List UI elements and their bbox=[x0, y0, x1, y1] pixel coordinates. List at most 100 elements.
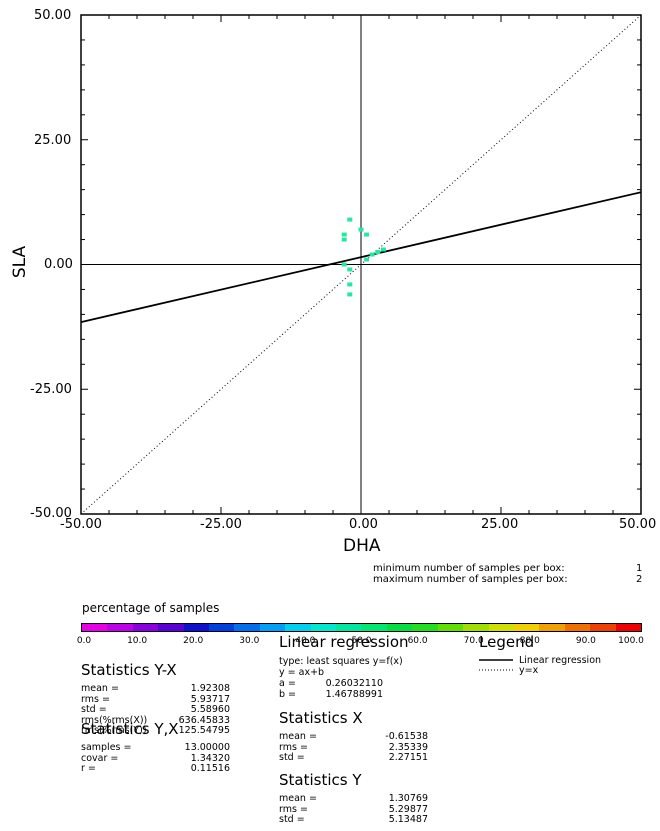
stats-value: 1.34320 bbox=[190, 752, 230, 764]
data-point bbox=[358, 227, 364, 232]
colorbar-segment bbox=[158, 624, 184, 631]
stats-key: mean = bbox=[279, 793, 317, 804]
stats-row: b = 1.46788991 bbox=[279, 689, 383, 700]
stats-row: mean = 1.92308 bbox=[81, 683, 230, 694]
x-tick-label: 25.00 bbox=[481, 517, 519, 532]
max-samples-label: maximum number of samples per box: bbox=[373, 574, 568, 585]
colorbar-segment bbox=[234, 624, 260, 631]
stats-row: rms = 5.29877 bbox=[279, 804, 428, 815]
stats-key: samples = bbox=[81, 742, 132, 753]
stats-row: std = 2.27151 bbox=[279, 752, 428, 763]
regression-line bbox=[80, 191, 642, 324]
colorbar-segment bbox=[361, 624, 387, 631]
x-axis-title: DHA bbox=[343, 536, 381, 556]
colorbar-segment bbox=[209, 624, 235, 631]
colorbar-segment bbox=[285, 624, 311, 631]
stats-key: mean = bbox=[81, 683, 119, 694]
stats-row: mean = -0.61538 bbox=[279, 731, 428, 742]
stats-key: covar = bbox=[81, 752, 119, 764]
stats-x-title: Statistics X bbox=[279, 709, 363, 727]
min-samples-label: minimum number of samples per box: bbox=[373, 563, 565, 574]
colorbar-segment bbox=[615, 624, 641, 631]
linreg-type: type: least squares y=f(x) bbox=[279, 656, 403, 667]
colorbar-tick-label: 20.0 bbox=[183, 636, 204, 646]
data-point bbox=[347, 217, 353, 222]
legend-item-identity: y=x bbox=[519, 665, 539, 676]
y-tick-label: 25.00 bbox=[34, 133, 72, 148]
colorbar-segment bbox=[437, 624, 464, 631]
legend-item-regression: Linear regression bbox=[519, 655, 602, 666]
stats-key: rms = bbox=[279, 803, 308, 815]
data-point bbox=[347, 292, 353, 297]
stats-row: rms = 5.93717 bbox=[81, 694, 230, 705]
stats-row: r = 0.11516 bbox=[81, 763, 230, 774]
colorbar-tick-label: 60.0 bbox=[407, 636, 428, 646]
stats-value: 5.29877 bbox=[388, 803, 428, 815]
legend-swatches bbox=[479, 659, 513, 671]
stats-key: rms = bbox=[279, 741, 308, 753]
colorbar-segment bbox=[564, 624, 591, 631]
stats-value: 1.30769 bbox=[388, 793, 428, 804]
colorbar-segment bbox=[488, 624, 514, 631]
y-axis-title: SLA bbox=[10, 245, 31, 279]
stats-value: 1.92308 bbox=[190, 683, 230, 694]
data-point bbox=[341, 232, 347, 237]
stats-row: samples = 13.00000 bbox=[81, 742, 230, 753]
colorbar-tick-label: 0.0 bbox=[76, 636, 92, 646]
colorbar-tick-label: 10.0 bbox=[127, 636, 148, 646]
scatter-plot bbox=[80, 14, 642, 515]
stats-value: 0.26032110 bbox=[325, 678, 383, 689]
colorbar-tick-label: 100.0 bbox=[618, 636, 644, 646]
x-tick-label: 50.00 bbox=[619, 517, 657, 532]
colorbar-title: percentage of samples bbox=[82, 601, 220, 615]
stats-key: r = bbox=[81, 763, 96, 774]
data-point bbox=[369, 252, 375, 257]
linreg-title: Linear regression bbox=[279, 633, 409, 651]
stats-value: 5.93717 bbox=[190, 693, 230, 705]
y-tick-label: 0.00 bbox=[44, 257, 73, 272]
colorbar-segment bbox=[386, 624, 413, 631]
y-tick-label: 50.00 bbox=[34, 8, 72, 23]
stats-row: rms = 2.35339 bbox=[279, 742, 428, 753]
colorbar-segment bbox=[82, 624, 108, 631]
colorbar-segment bbox=[412, 624, 438, 631]
stats-row: mean = 1.30769 bbox=[279, 793, 428, 804]
colorbar-segment bbox=[539, 624, 565, 631]
data-point bbox=[364, 257, 370, 262]
stats-key: std = bbox=[279, 752, 305, 763]
stats-key: std = bbox=[81, 704, 107, 715]
x-tick-label: -50.00 bbox=[60, 517, 102, 532]
stats-row: std = 5.58960 bbox=[81, 704, 230, 715]
stats-row: a = 0.26032110 bbox=[279, 678, 383, 689]
y-tick-label: -50.00 bbox=[30, 506, 72, 521]
stats-value: 1.46788991 bbox=[325, 688, 383, 700]
stats-value: 2.27151 bbox=[388, 752, 428, 763]
colorbar-segment bbox=[310, 624, 337, 631]
data-point bbox=[375, 250, 381, 255]
stats-row: rms(%rms(Y)) 125.54795 bbox=[81, 725, 230, 736]
stats-y-x-title: Statistics Y,X bbox=[81, 720, 179, 738]
colorbar-tick-label: 50.0 bbox=[351, 636, 372, 646]
colorbar-segment bbox=[513, 624, 540, 631]
stats-row: std = 5.13487 bbox=[279, 814, 428, 825]
y-tick-label: -25.00 bbox=[30, 382, 72, 397]
stats-yx-title: Statistics Y-X bbox=[81, 661, 177, 679]
data-point bbox=[347, 267, 353, 272]
stats-key: rms(%rms(X)) bbox=[81, 714, 148, 726]
colorbar-tick-label: 90.0 bbox=[575, 636, 596, 646]
stats-key: rms = bbox=[81, 693, 110, 705]
stats-row: covar = 1.34320 bbox=[81, 753, 230, 764]
colorbar-segment bbox=[259, 624, 286, 631]
colorbar-segment bbox=[336, 624, 362, 631]
min-samples-value: 1 bbox=[636, 563, 643, 574]
colorbar-tick-label: 80.0 bbox=[519, 636, 540, 646]
stats-value: 2.35339 bbox=[388, 741, 428, 753]
data-point bbox=[341, 237, 347, 242]
stats-key: a = bbox=[279, 678, 296, 689]
x-tick-label: 0.00 bbox=[349, 517, 378, 532]
colorbar-tick-label: 40.0 bbox=[295, 636, 316, 646]
stats-value: -0.61538 bbox=[385, 731, 428, 742]
colorbar-segment bbox=[183, 624, 210, 631]
stats-value: 5.13487 bbox=[388, 814, 428, 825]
colorbar-segment bbox=[590, 624, 616, 631]
